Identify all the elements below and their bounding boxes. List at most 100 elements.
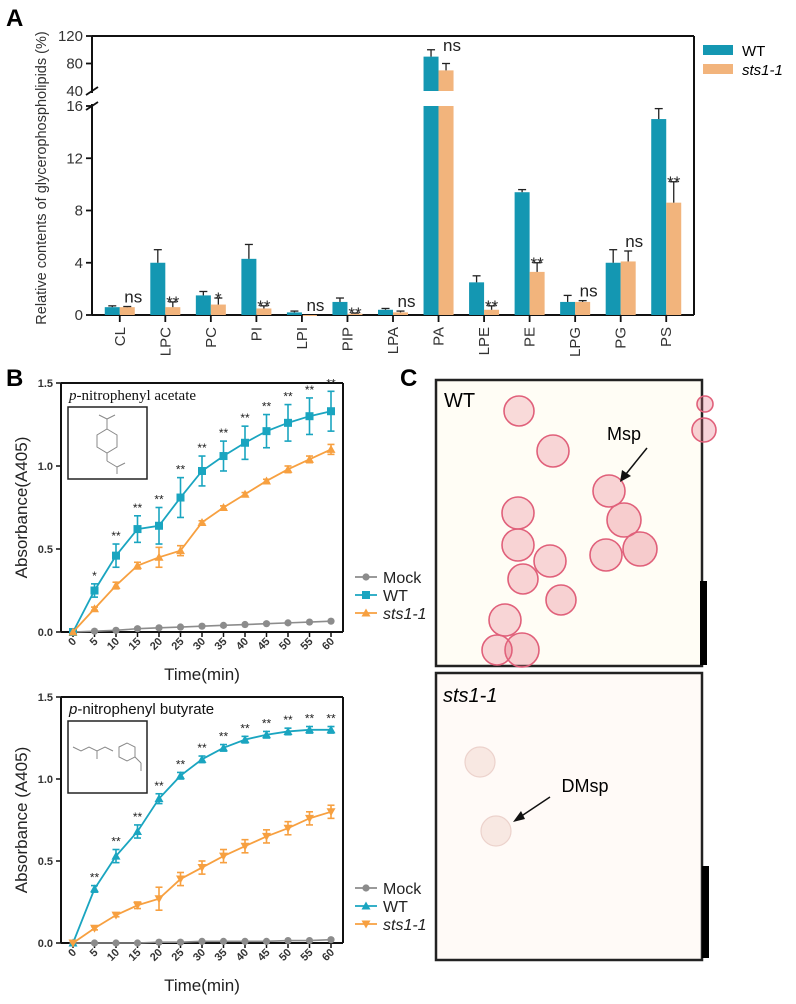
significance-label: ** xyxy=(257,297,271,316)
data-point-wt xyxy=(133,525,142,534)
bar-sts1-1 xyxy=(347,313,363,315)
x-tick-label: 5 xyxy=(88,636,101,649)
data-point-sts1-1 xyxy=(240,842,250,851)
x-tick-label: 35 xyxy=(212,636,229,653)
data-point-sts1-1 xyxy=(133,561,142,570)
data-point-wt xyxy=(283,726,293,735)
x-tick-label: 10 xyxy=(105,636,122,653)
x-tick-label: PC xyxy=(203,327,220,348)
legend-label-mock: Mock xyxy=(383,881,422,898)
bar-sts1-1-lower xyxy=(438,106,454,315)
data-point-wt xyxy=(198,466,206,475)
y-tick-label: 0.0 xyxy=(38,938,53,950)
data-point-mock xyxy=(90,939,99,947)
y-tick-label: 0 xyxy=(75,307,83,324)
microspore-cell xyxy=(589,538,623,572)
microspore-cell xyxy=(501,528,535,562)
bar-wt-lower xyxy=(423,106,439,315)
x-tick-labels: CL LPC PC PI LPI PIP LPA PA LPE PE LPG PG PS xyxy=(112,315,675,357)
x-tick-label: PIP xyxy=(339,327,356,351)
y-tick-label: 8 xyxy=(75,203,83,220)
axis-break-mark xyxy=(85,86,99,96)
x-tick-label: 15 xyxy=(126,947,143,964)
x-tick-label: 20 xyxy=(148,947,165,964)
y-tick-label: 80 xyxy=(66,56,83,73)
data-point-wt xyxy=(176,771,185,780)
bar-wt xyxy=(514,192,530,315)
data-point-sts1-1 xyxy=(326,808,336,817)
significance-label: ** xyxy=(240,721,250,735)
data-point-wt xyxy=(241,438,249,447)
x-tick-label: 5 xyxy=(88,947,101,960)
data-point-sts1-1 xyxy=(219,503,228,511)
bar-sts1-1 xyxy=(119,307,135,315)
significance-label: ** xyxy=(283,390,293,404)
data-point-mock xyxy=(327,617,335,625)
chart-pnp-butyrate: 0.0 0.5 1.0 1.5 0 5 10 15 20 25 30 35 40 45 50 55 60 Time… xyxy=(12,692,427,995)
chart-title: p-nitrophenyl acetate xyxy=(68,388,196,404)
data-point-wt xyxy=(197,754,207,763)
data-point-wt xyxy=(90,586,99,595)
x-tick-label: PA xyxy=(431,327,448,346)
data-point-mock xyxy=(176,623,185,631)
chart-title: p-nitrophenyl butyrate xyxy=(68,701,214,718)
data-point-sts1-1 xyxy=(283,464,293,473)
significance-label: ** xyxy=(166,293,180,312)
bar-wt xyxy=(332,301,348,315)
x-tick-label: 35 xyxy=(212,947,229,964)
y-tick-label: 12 xyxy=(66,150,83,167)
x-tick-label: 40 xyxy=(234,947,251,964)
data-point-mock xyxy=(241,620,249,629)
data-point-mock xyxy=(176,938,185,946)
data-point-wt xyxy=(284,418,292,427)
y-axis-label: Absorbance(A405) xyxy=(12,437,31,579)
alkyl-chain xyxy=(72,746,114,752)
bar-sts1-1 xyxy=(165,307,181,315)
x-tick-label: 55 xyxy=(298,636,315,653)
data-point-sts1-1 xyxy=(197,517,207,526)
bar-sts1-1 xyxy=(529,271,545,315)
data-point-wt xyxy=(219,452,228,461)
significance-label: ** xyxy=(176,463,186,477)
significance-label: ** xyxy=(530,254,544,273)
title-rest: -nitrophenyl acetate xyxy=(77,388,197,404)
data-point-sts1-1 xyxy=(326,444,336,453)
x-tick-label: 55 xyxy=(298,947,315,964)
data-point-sts1-1 xyxy=(154,895,164,904)
significance-label: ns xyxy=(398,292,416,311)
data-point-mock xyxy=(305,618,314,626)
data-point-mock xyxy=(133,939,142,947)
title-italic-prefix: p xyxy=(68,701,77,718)
data-point-sts1-1 xyxy=(305,814,314,823)
data-point-mock xyxy=(133,625,142,633)
data-point-sts1-1 xyxy=(262,832,271,841)
significance-label: * xyxy=(92,569,97,583)
microspore-cell xyxy=(622,531,658,567)
data-point-sts1-1 xyxy=(154,552,164,561)
significance-label: ns xyxy=(625,232,643,251)
bar-sts1-1 xyxy=(301,315,317,316)
significance-label: ns xyxy=(306,296,324,315)
data-point-wt xyxy=(176,493,185,502)
bar-sts1-1 xyxy=(666,202,682,315)
data-point-sts1-1 xyxy=(219,852,228,861)
dmsp-arrow-icon xyxy=(519,796,551,818)
bond xyxy=(106,460,118,468)
x-tick-label: 30 xyxy=(191,947,208,964)
data-point-mock xyxy=(219,621,228,629)
data-point-wt xyxy=(133,826,142,835)
data-point-mock xyxy=(112,939,120,947)
significance-label: ** xyxy=(305,383,315,397)
data-point-sts1-1 xyxy=(111,581,121,590)
bar-wt xyxy=(651,119,667,315)
legend-label-sts1-1: sts1-1 xyxy=(383,917,427,934)
data-point-mock xyxy=(284,619,292,627)
y-tick-label: 1.0 xyxy=(38,774,53,786)
data-point-sts1-1 xyxy=(133,901,142,910)
legend-marker xyxy=(362,591,370,599)
x-tick-label: PS xyxy=(658,327,675,347)
bar-wt xyxy=(150,262,166,315)
x-tick-label: 45 xyxy=(255,947,272,964)
chemical-structure-inset xyxy=(67,406,148,480)
panel-label-b: B xyxy=(6,365,23,392)
